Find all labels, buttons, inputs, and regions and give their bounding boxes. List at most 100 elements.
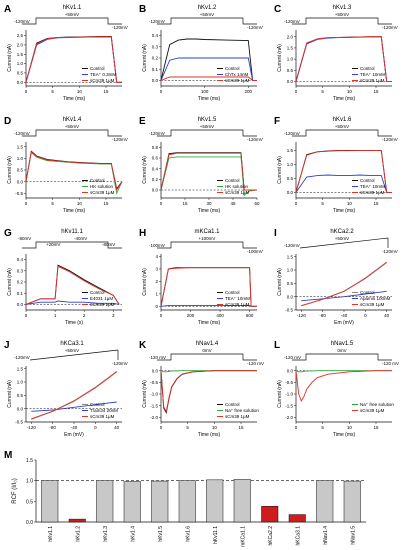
legend-entry: Control xyxy=(90,66,105,71)
voltage-protocol: -120mV +50mV -120mV xyxy=(284,124,398,142)
y-tick-label: 0.4 xyxy=(152,33,159,38)
y-axis-label: Current (nA) xyxy=(277,268,283,296)
step-line xyxy=(157,17,257,25)
y-tick-label: 2.5 xyxy=(17,33,24,38)
step-line xyxy=(292,353,392,361)
voltage-label: -100mV xyxy=(149,243,165,248)
plot-area: 0.0 0.2 0.4 0.6 0.8 0 15 30 45 60 Time (ms) Current… xyxy=(142,142,260,214)
y-tick-label: 0.0 xyxy=(287,368,294,373)
bar xyxy=(96,480,114,523)
panel-letter: C xyxy=(274,4,281,15)
voltage-label: -80mV xyxy=(102,242,115,247)
panel-letter: E xyxy=(139,116,146,127)
x-tick-label: -120 xyxy=(297,313,307,318)
x-tick-label: -80 xyxy=(319,313,326,318)
y-tick-label: 0.0 xyxy=(152,188,159,193)
voltage-label: +100mV xyxy=(199,236,216,241)
x-tick-label: 3 xyxy=(112,313,115,318)
y-tick-label: 1.5 xyxy=(287,46,294,51)
legend-entry: sCm39 1μM xyxy=(360,302,385,307)
y-axis-label: Current (nA) xyxy=(142,268,148,296)
legend-entry: Control xyxy=(225,66,240,71)
y-tick-label: 1.5 xyxy=(26,458,33,464)
panel-letter: A xyxy=(4,4,11,15)
voltage-protocol: -120mV +50mV -120mV xyxy=(149,12,263,30)
legend-entry: Na⁺ free solution xyxy=(360,402,394,407)
y-tick-label: 1.5 xyxy=(17,144,24,149)
voltage-label: -120 mV xyxy=(247,361,264,366)
x-tick-label: 0 xyxy=(160,313,163,318)
panel-title: hKv1.3 xyxy=(333,5,352,11)
y-tick-label: 4 xyxy=(155,254,158,259)
y-tick-label: 1.5 xyxy=(17,52,24,57)
x-tick-label: 5 xyxy=(321,89,324,94)
y-tick-label: 0.3 xyxy=(152,44,159,49)
x-axis-label: Time (ms) xyxy=(198,96,221,102)
x-tick-label: 5 xyxy=(321,201,324,206)
y-tick-label: 0.3 xyxy=(17,268,24,273)
legend-entry: sCm39 1μM xyxy=(360,190,385,195)
legend-entry: Control xyxy=(360,290,375,295)
bar xyxy=(233,479,251,523)
panel-title: hKCa2.2 xyxy=(330,229,354,235)
voltage-label: -120mV xyxy=(14,19,30,24)
bar xyxy=(316,480,334,523)
y-tick-label: 0 xyxy=(155,304,158,309)
y-axis-label: Current (nA) xyxy=(7,44,13,72)
series-line xyxy=(160,267,257,307)
panel-letter: M xyxy=(4,450,12,461)
plot-area: 0 1 2 3 4 0 200 400 600 Time (ms) Current (nA) Cont… xyxy=(142,254,257,326)
x-tick-label: hKv1.2 xyxy=(75,526,81,542)
step-line xyxy=(157,241,257,249)
y-axis-label: Current (nA) xyxy=(142,156,148,184)
y-axis-label: Current (nA) xyxy=(7,268,13,296)
legend-entry: HK solution xyxy=(225,184,249,189)
y-tick-label: -1.0 xyxy=(285,392,293,397)
x-axis-label: Em (mV) xyxy=(334,320,354,326)
legend-entry: sCm39 1μM xyxy=(360,408,385,413)
y-tick-label: 2.0 xyxy=(287,34,294,39)
y-tick-label: 0.5 xyxy=(17,393,24,398)
bar xyxy=(261,506,279,523)
voltage-label: -120mV xyxy=(382,137,398,142)
step-line xyxy=(157,129,257,137)
voltage-protocol: -120mV +50mV -120mV xyxy=(284,236,398,254)
voltage-label: -120mV xyxy=(149,131,165,136)
panel-letter: H xyxy=(139,228,146,239)
x-tick-label: 1 xyxy=(54,313,57,318)
legend-entry: TEA⁺ 10mM xyxy=(360,72,385,77)
legend-entry: sCm39 1μM xyxy=(90,302,115,307)
y-tick-label: 0.8 xyxy=(152,145,159,150)
x-tick-label: 5 xyxy=(186,425,189,430)
x-tick-label: 200 xyxy=(245,89,253,94)
voltage-label: +20mV xyxy=(46,242,60,247)
y-tick-label: 0.4 xyxy=(152,166,159,171)
x-tick-label: hKv1.5 xyxy=(158,526,164,542)
x-tick-label: 5 xyxy=(51,201,54,206)
y-tick-label: 0.0 xyxy=(17,406,24,411)
series-line xyxy=(160,57,257,81)
series-line xyxy=(160,152,257,191)
legend-entry: sCm39 1μM xyxy=(225,190,250,195)
y-tick-label: 0.0 xyxy=(287,190,294,195)
legend-entry: Tram34 20nM xyxy=(90,408,118,413)
legend-entry: Control xyxy=(225,402,240,407)
legend-entry: TEA⁺ 10mM xyxy=(360,184,385,189)
panel-title: hNav1.5 xyxy=(331,341,354,347)
x-tick-label: 0 xyxy=(295,89,298,94)
bar xyxy=(288,514,306,523)
x-axis-label: Time (ms) xyxy=(63,96,86,102)
panel-letter: G xyxy=(4,228,12,239)
x-tick-label: 5 xyxy=(321,425,324,430)
legend-entry: Control xyxy=(90,290,105,295)
x-tick-label: hKv1.1 xyxy=(48,526,54,542)
y-tick-label: 0.0 xyxy=(17,302,24,307)
y-tick-label: 2.0 xyxy=(17,43,24,48)
